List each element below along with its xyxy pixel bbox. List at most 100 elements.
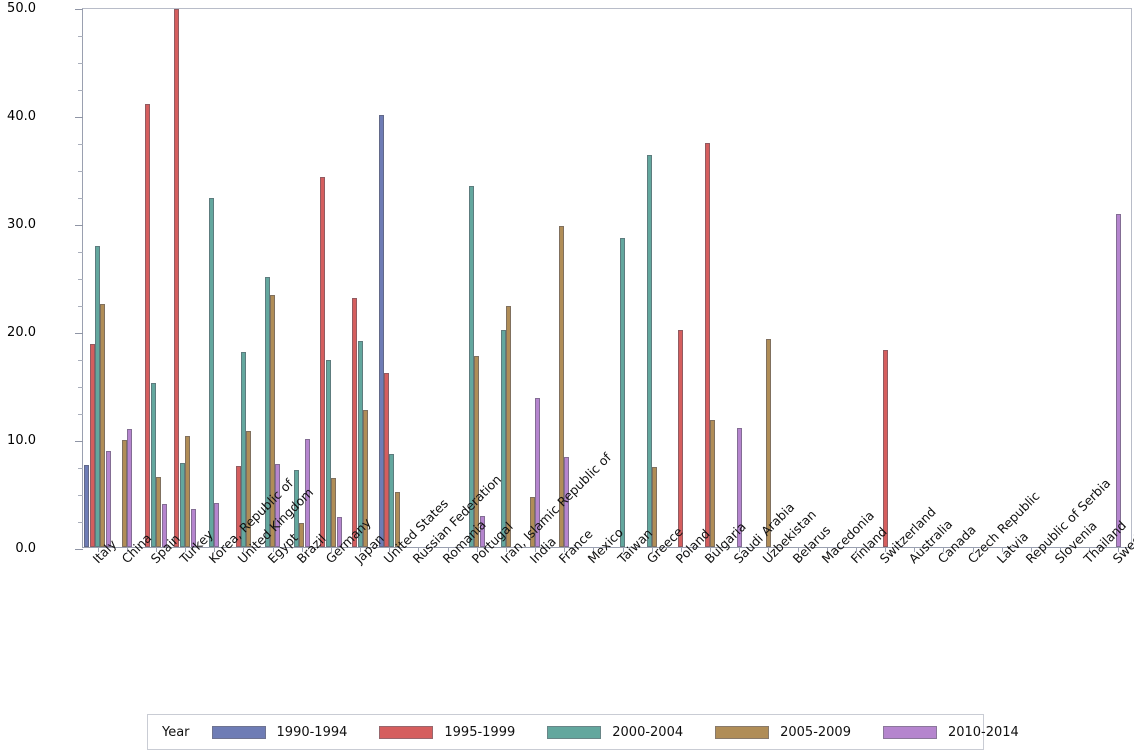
legend-label: 2000-2004 — [612, 724, 684, 740]
y-tick-label: 30.0 — [7, 217, 36, 232]
legend-entry[interactable]: 1990-1994 — [211, 724, 348, 740]
y-tick-minor — [78, 279, 83, 280]
y-tick-mark — [75, 549, 83, 550]
y-tick-minor — [78, 198, 83, 199]
x-tick-mark — [97, 547, 99, 552]
bar — [240, 351, 246, 547]
legend-label: 1995-1999 — [444, 724, 516, 740]
bar — [156, 476, 162, 547]
bar — [352, 297, 358, 547]
legend-title: Year — [162, 724, 190, 740]
bar — [84, 464, 90, 547]
bar — [468, 186, 474, 547]
bar — [174, 9, 180, 547]
bar — [378, 115, 384, 547]
y-tick-minor — [78, 306, 83, 307]
bar — [384, 373, 390, 547]
bar — [190, 509, 196, 547]
bar — [214, 502, 220, 547]
x-tick-mark — [330, 547, 332, 552]
x-tick-mark — [272, 547, 274, 552]
bar — [293, 470, 299, 547]
bar — [336, 516, 342, 547]
bar — [474, 355, 480, 547]
bar — [651, 467, 657, 547]
bar — [535, 397, 541, 547]
x-tick-mark — [1001, 547, 1003, 552]
x-tick-mark — [126, 547, 128, 552]
legend-label: 2005-2009 — [780, 724, 851, 740]
legend-entries: 1990-1994 1995-1999 2000-2004 2005-2009 2010… — [211, 724, 1051, 740]
bar — [100, 304, 106, 547]
y-tick-mark — [75, 117, 83, 118]
x-tick-mark — [1118, 547, 1120, 552]
legend-entry[interactable]: 2010-2014 — [882, 725, 1019, 740]
bar — [678, 329, 684, 547]
bar — [235, 466, 241, 547]
y-tick-mark — [75, 441, 83, 442]
bar — [320, 176, 326, 547]
x-tick-mark — [739, 547, 741, 552]
bar — [331, 477, 337, 547]
bar — [89, 343, 95, 547]
bar — [479, 515, 485, 547]
legend-swatch — [547, 725, 602, 739]
y-tick-minor — [78, 468, 83, 469]
bar — [126, 429, 132, 547]
x-tick-mark — [1089, 547, 1091, 552]
x-tick-mark — [447, 547, 449, 552]
bar — [362, 409, 368, 547]
y-tick-label: 40.0 — [7, 109, 36, 124]
bar — [150, 382, 156, 547]
y-tick-minor — [78, 522, 83, 523]
bar — [270, 295, 276, 547]
y-tick-label: 20.0 — [7, 325, 36, 340]
bar — [559, 226, 565, 547]
x-tick-mark — [1060, 547, 1062, 552]
bar — [394, 491, 400, 547]
bar — [704, 143, 710, 547]
y-tick-label: 0.0 — [15, 541, 36, 556]
x-tick-mark — [651, 547, 653, 552]
legend: Year 1990-1994 1995-1999 2000-2004 2005-200… — [147, 714, 1019, 750]
x-tick-mark — [301, 547, 303, 552]
bar — [882, 350, 888, 547]
legend-label: 1990-1994 — [276, 724, 348, 740]
x-tick-mark — [972, 547, 974, 552]
bar — [95, 245, 101, 547]
bar — [185, 435, 191, 547]
bar — [1115, 214, 1121, 547]
x-tick-mark — [1030, 547, 1032, 552]
x-tick-mark — [885, 547, 887, 552]
x-tick-mark — [389, 547, 391, 552]
x-tick-mark — [476, 547, 478, 552]
legend-swatch — [715, 725, 770, 739]
bar — [325, 360, 331, 547]
bar — [529, 497, 535, 547]
bar — [179, 462, 185, 547]
y-tick-minor — [78, 414, 83, 415]
legend-entry[interactable]: 2000-2004 — [547, 725, 683, 740]
legend-entry[interactable]: 1995-1999 — [379, 725, 515, 740]
y-tick-mark — [75, 9, 83, 10]
x-tick-mark — [768, 547, 770, 552]
legend-entry[interactable]: 2005-2009 — [715, 725, 851, 740]
y-tick-label: 50.0 — [7, 1, 36, 16]
bar — [304, 439, 310, 547]
y-tick-minor — [78, 495, 83, 496]
bar — [145, 104, 151, 547]
y-tick-label: 10.0 — [7, 433, 36, 448]
x-tick-mark — [418, 547, 420, 552]
x-tick-mark — [855, 547, 857, 552]
bar — [209, 198, 215, 547]
legend-swatch — [379, 725, 434, 739]
bar — [357, 340, 363, 547]
x-tick-mark — [622, 547, 624, 552]
bar — [299, 523, 305, 547]
x-tick-mark — [360, 547, 362, 552]
y-tick-mark — [75, 225, 83, 226]
x-tick-mark — [710, 547, 712, 552]
x-tick-mark — [943, 547, 945, 552]
y-tick-minor — [78, 387, 83, 388]
